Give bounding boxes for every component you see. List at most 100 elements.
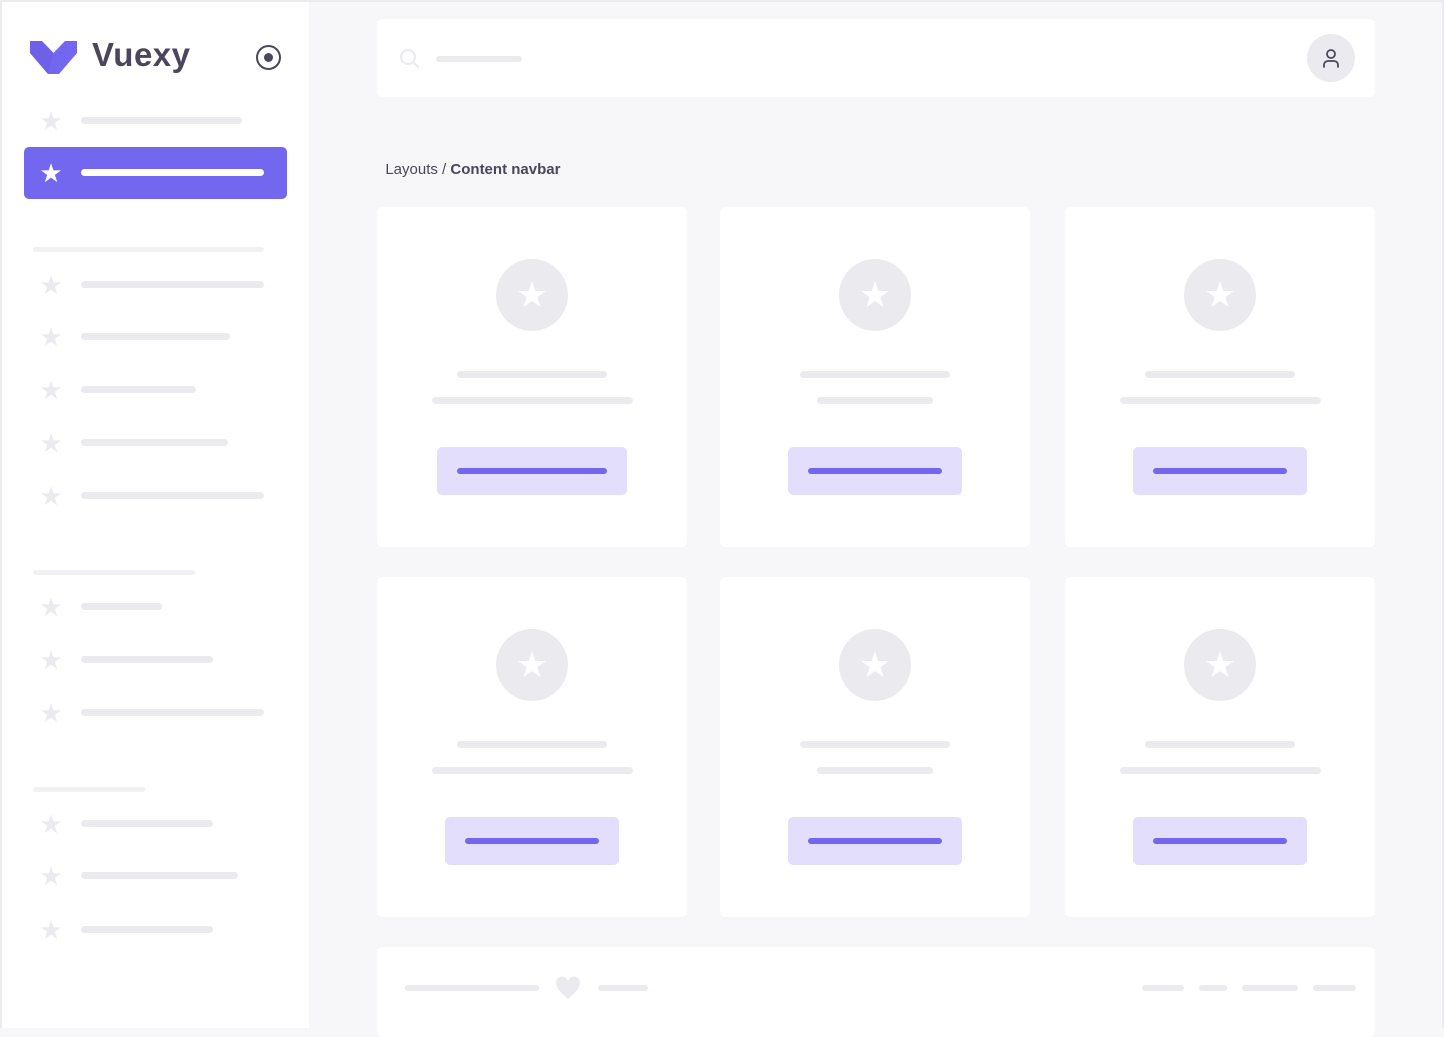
card-button-label-placeholder xyxy=(1153,838,1287,844)
card-title-placeholder xyxy=(457,741,607,748)
card-button-label-placeholder xyxy=(457,468,607,474)
sidebar-item[interactable]: ★ xyxy=(24,364,287,416)
vuexy-logo-icon xyxy=(30,41,77,74)
sidebar-item[interactable]: ★ xyxy=(24,687,287,739)
sidebar-item-label-placeholder xyxy=(81,820,213,827)
sidebar-section-header xyxy=(33,787,145,792)
card-button[interactable] xyxy=(1133,817,1307,865)
card-title-placeholder xyxy=(800,371,950,378)
sidebar-item[interactable]: ★ xyxy=(24,904,287,956)
star-icon: ★ xyxy=(1184,629,1256,701)
sidebar-item-label-placeholder xyxy=(81,333,230,340)
card-text-placeholder xyxy=(817,397,933,404)
star-icon: ★ xyxy=(839,629,911,701)
heart-icon xyxy=(555,976,581,999)
content-card: ★ xyxy=(377,207,687,547)
star-icon: ★ xyxy=(39,592,63,622)
card-text-placeholder xyxy=(431,767,633,774)
footer xyxy=(377,947,1375,1037)
card-title-placeholder xyxy=(800,741,950,748)
sidebar-item[interactable]: ★ xyxy=(24,95,287,147)
sidebar-item-label-placeholder xyxy=(81,926,213,933)
star-icon: ★ xyxy=(39,861,63,891)
card-title-placeholder xyxy=(457,371,607,378)
sidebar-item-label-placeholder xyxy=(81,492,264,499)
footer-link[interactable] xyxy=(1199,985,1227,991)
sidebar-item[interactable]: ★ xyxy=(24,798,287,850)
footer-link[interactable] xyxy=(1242,985,1298,991)
breadcrumb-parent[interactable]: Layouts xyxy=(385,161,438,178)
sidebar-toggle-button[interactable] xyxy=(256,45,281,70)
content-card: ★ xyxy=(1065,207,1375,547)
search-icon[interactable] xyxy=(399,48,421,70)
card-button[interactable] xyxy=(788,817,962,865)
sidebar-item-label-placeholder xyxy=(81,117,242,124)
sidebar-item[interactable]: ★ xyxy=(24,581,287,633)
card-button[interactable] xyxy=(437,447,627,495)
user-avatar-button[interactable] xyxy=(1307,34,1355,82)
star-icon: ★ xyxy=(39,322,63,352)
sidebar-item[interactable]: ★ xyxy=(24,311,287,363)
sidebar-item-label-placeholder xyxy=(81,169,264,176)
sidebar-item[interactable]: ★ xyxy=(24,470,287,522)
card-text-placeholder xyxy=(1119,767,1321,774)
star-icon: ★ xyxy=(39,481,63,511)
breadcrumb-separator: / xyxy=(437,161,451,178)
sidebar-item-label-placeholder xyxy=(81,656,213,663)
star-icon: ★ xyxy=(39,698,63,728)
search-input-placeholder[interactable] xyxy=(436,56,522,62)
radio-circle-icon xyxy=(263,52,273,62)
star-icon: ★ xyxy=(39,106,63,136)
sidebar-item[interactable]: ★ xyxy=(24,634,287,686)
user-icon xyxy=(1323,49,1339,68)
breadcrumb: Layouts / Content navbar xyxy=(377,144,560,178)
card-text-placeholder xyxy=(817,767,933,774)
card-button-label-placeholder xyxy=(1153,468,1287,474)
sidebar-section-header xyxy=(33,570,195,575)
card-button-label-placeholder xyxy=(808,468,942,474)
star-icon: ★ xyxy=(39,645,63,675)
top-navbar xyxy=(377,19,1375,97)
sidebar-item-active[interactable]: ★ xyxy=(24,147,287,199)
breadcrumb-current: Content navbar xyxy=(450,161,561,178)
card-button-label-placeholder xyxy=(465,838,599,844)
card-button[interactable] xyxy=(1133,447,1307,495)
sidebar-section-header xyxy=(33,247,264,252)
content-card: ★ xyxy=(377,577,687,917)
card-button[interactable] xyxy=(445,817,619,865)
star-icon: ★ xyxy=(839,259,911,331)
brand-name: Vuexy xyxy=(92,36,191,73)
footer-text-placeholder xyxy=(405,985,539,991)
sidebar-item-label-placeholder xyxy=(81,439,228,446)
star-icon: ★ xyxy=(39,270,63,300)
sidebar-item-label-placeholder xyxy=(81,603,162,610)
star-icon: ★ xyxy=(496,259,568,331)
star-icon: ★ xyxy=(39,809,63,839)
content-card: ★ xyxy=(720,577,1030,917)
card-text-placeholder xyxy=(1119,397,1321,404)
footer-link[interactable] xyxy=(1313,985,1356,991)
sidebar-item-label-placeholder xyxy=(81,281,264,288)
sidebar-item[interactable]: ★ xyxy=(24,417,287,469)
footer-text-placeholder xyxy=(598,985,648,991)
content-card: ★ xyxy=(1065,577,1375,917)
card-text-placeholder xyxy=(431,397,633,404)
star-icon: ★ xyxy=(496,629,568,701)
card-button[interactable] xyxy=(788,447,962,495)
card-title-placeholder xyxy=(1145,741,1295,748)
sidebar-item-label-placeholder xyxy=(81,386,196,393)
sidebar-item-label-placeholder xyxy=(81,872,238,879)
star-icon: ★ xyxy=(39,915,63,945)
star-icon: ★ xyxy=(39,428,63,458)
card-title-placeholder xyxy=(1145,371,1295,378)
sidebar-item-label-placeholder xyxy=(81,709,264,716)
sidebar-item[interactable]: ★ xyxy=(24,259,287,311)
footer-link[interactable] xyxy=(1142,985,1184,991)
sidebar: Vuexy ★ ★ ★ ★ ★ ★ ★ ★ ★ ★ ★ ★ ★ xyxy=(0,0,309,1028)
card-button-label-placeholder xyxy=(808,838,942,844)
brand-logo[interactable]: Vuexy xyxy=(30,36,191,78)
sidebar-item[interactable]: ★ xyxy=(24,850,287,902)
star-icon: ★ xyxy=(39,158,63,188)
star-icon: ★ xyxy=(1184,259,1256,331)
content-card: ★ xyxy=(720,207,1030,547)
